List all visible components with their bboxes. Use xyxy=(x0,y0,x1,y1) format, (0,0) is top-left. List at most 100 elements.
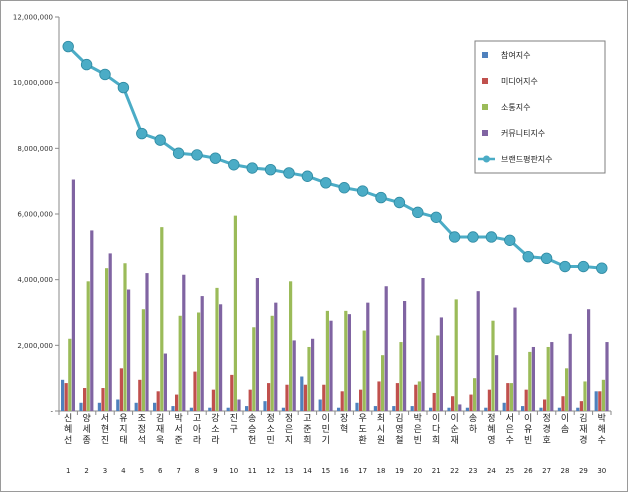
bar-4-19 xyxy=(403,301,407,411)
bar-3-18 xyxy=(381,355,385,411)
line-point-6 xyxy=(154,134,166,146)
legend-swatch xyxy=(482,78,488,84)
bar-3-26 xyxy=(528,351,532,411)
category-number: 6 xyxy=(158,467,163,475)
category-number: 23 xyxy=(469,467,478,475)
bar-2-18 xyxy=(377,381,381,411)
bar-3-23 xyxy=(473,378,477,411)
bar-1-13 xyxy=(281,407,285,411)
bar-2-6 xyxy=(156,391,160,411)
legend-label: 소통지수 xyxy=(501,103,530,112)
bar-3-8 xyxy=(197,312,201,411)
bar-1-26 xyxy=(521,406,525,411)
category-number: 8 xyxy=(195,467,199,475)
bar-4-29 xyxy=(587,309,591,411)
bar-1-27 xyxy=(539,407,543,411)
bar-2-25 xyxy=(506,383,510,411)
bar-2-23 xyxy=(469,394,473,411)
bar-4-27 xyxy=(550,342,554,411)
bar-4-10 xyxy=(237,399,241,411)
bar-3-9 xyxy=(215,287,219,412)
bar-1-5 xyxy=(134,402,138,411)
bar-3-20 xyxy=(417,381,421,411)
category-number: 14 xyxy=(303,467,312,475)
bar-2-17 xyxy=(359,389,363,411)
bar-4-4 xyxy=(127,289,131,411)
bar-3-28 xyxy=(565,368,569,411)
line-point-8 xyxy=(191,149,203,161)
category-number: 1 xyxy=(66,467,70,475)
category-number: 5 xyxy=(140,467,144,475)
bar-3-19 xyxy=(399,342,403,411)
bar-3-16 xyxy=(344,310,348,411)
legend-label: 커뮤니티지수 xyxy=(501,128,545,138)
line-point-21 xyxy=(430,211,442,223)
bar-4-21 xyxy=(439,317,443,411)
legend-box xyxy=(474,40,606,174)
bar-4-14 xyxy=(311,338,315,411)
bar-2-20 xyxy=(414,384,418,411)
category-number: 20 xyxy=(413,467,422,475)
bar-1-25 xyxy=(502,402,506,411)
category-number: 16 xyxy=(340,467,349,475)
bar-4-26 xyxy=(531,346,535,411)
bar-2-2 xyxy=(83,388,87,411)
bar-2-16 xyxy=(340,391,344,411)
category-number: 10 xyxy=(229,467,238,475)
bar-2-22 xyxy=(451,396,455,411)
category-number: 12 xyxy=(266,467,275,475)
bar-3-1 xyxy=(68,338,72,411)
bar-2-15 xyxy=(322,384,326,411)
category-number: 4 xyxy=(121,467,126,475)
bar-3-29 xyxy=(583,381,587,411)
bar-1-28 xyxy=(557,407,561,411)
line-point-14 xyxy=(301,170,314,182)
legend-label: 참여지수 xyxy=(501,50,530,60)
bar-3-10 xyxy=(233,215,237,411)
bar-2-14 xyxy=(303,384,307,411)
bar-2-21 xyxy=(432,392,436,411)
legend-swatch-marker xyxy=(483,155,490,163)
line-point-17 xyxy=(356,185,369,197)
bar-1-29 xyxy=(576,407,580,411)
bar-4-12 xyxy=(274,302,278,411)
bar-1-20 xyxy=(410,406,414,411)
line-point-4 xyxy=(117,81,130,94)
bar-2-8 xyxy=(193,371,197,411)
category-number: 18 xyxy=(377,467,386,475)
bar-4-16 xyxy=(347,314,351,411)
bar-4-30 xyxy=(605,342,609,411)
bar-2-9 xyxy=(211,389,215,411)
line-point-28 xyxy=(559,260,571,273)
line-point-24 xyxy=(485,231,498,243)
category-number: 19 xyxy=(395,467,404,475)
legend-swatch xyxy=(482,130,488,136)
y-tick-label: 4,000,000 xyxy=(17,276,53,284)
bar-2-30 xyxy=(598,391,602,411)
bar-4-20 xyxy=(421,278,425,411)
bar-2-19 xyxy=(395,383,399,411)
bar-2-26 xyxy=(524,389,528,411)
category-number: 7 xyxy=(176,467,180,475)
bar-2-28 xyxy=(561,396,565,411)
y-tick-label: 6,000,000 xyxy=(17,211,53,219)
line-point-30 xyxy=(596,262,608,274)
line-point-16 xyxy=(338,182,350,194)
bar-1-18 xyxy=(373,406,377,411)
bar-1-19 xyxy=(392,406,396,411)
category-number: 2 xyxy=(84,467,88,475)
line-point-26 xyxy=(522,250,534,263)
